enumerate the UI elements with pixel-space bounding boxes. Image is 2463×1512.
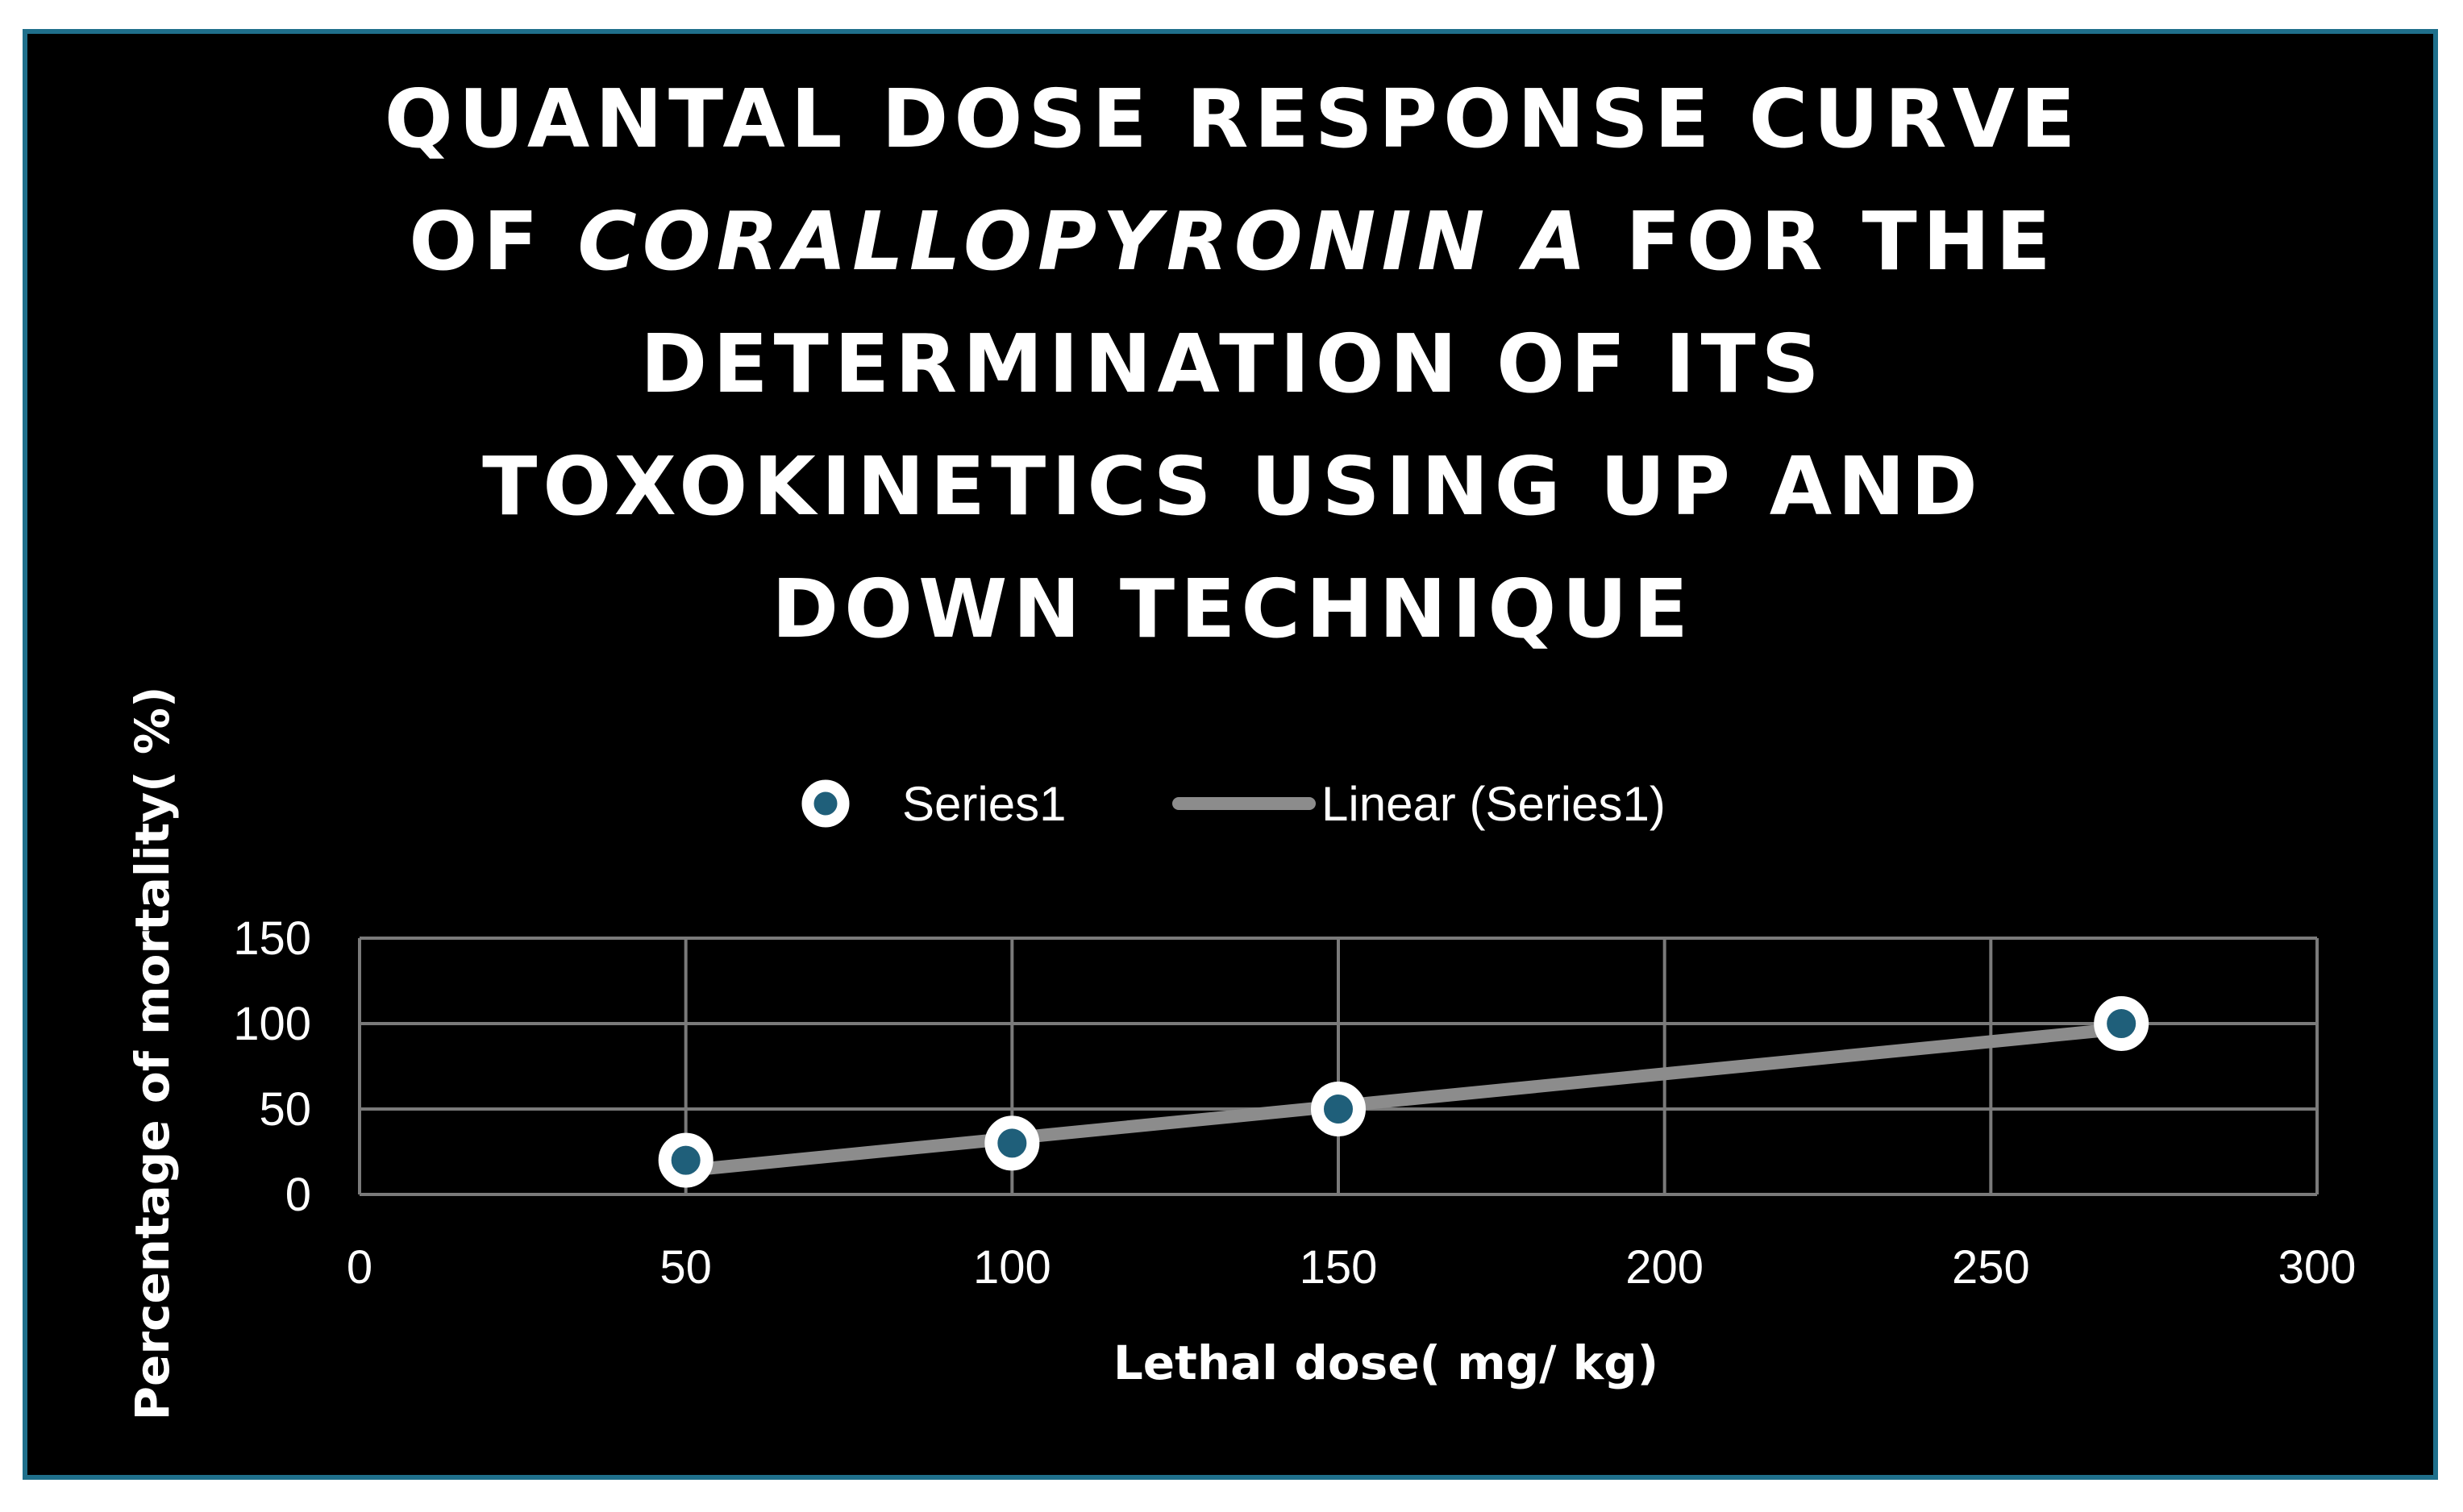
chart-frame: QUANTAL DOSE RESPONSE CURVE OF CORALLOPYR…: [23, 29, 2438, 1480]
title-line-5: DOWN TECHNIQUE: [772, 562, 1694, 656]
legend-item-trendline: Linear (Series1): [1172, 777, 1666, 831]
x-tick-label-150: 150: [1300, 1241, 1378, 1294]
title-line-1-segment-1: QUANTAL DOSE RESPONSE CURVE: [385, 72, 2082, 166]
trendline-path: [679, 1022, 2128, 1178]
y-axis-ticks: 0 50 100 150: [233, 912, 311, 1221]
data-point-1: [658, 1132, 714, 1188]
title-line-3-segment-1: DETERMINATION OF ITS: [640, 317, 1824, 411]
x-axis-title: Lethal dose( mg/ kg): [1113, 1335, 1658, 1390]
title-line-3: DETERMINATION OF ITS: [640, 317, 1824, 411]
x-axis-ticks: 0 50 100 150 200 250 300: [347, 1241, 2357, 1294]
x-tick-label-250: 250: [1952, 1241, 2030, 1294]
title-line-2: OF CORALLOPYRONIN A FOR THE: [409, 194, 2057, 289]
trendline: [679, 1022, 2128, 1178]
title-line-5-segment-1: DOWN TECHNIQUE: [772, 562, 1694, 656]
chart-svg: QUANTAL DOSE RESPONSE CURVE OF CORALLOPYR…: [125, 72, 2357, 1421]
y-tick-label-50: 50: [259, 1083, 311, 1136]
legend-series1-label: Series1: [902, 777, 1066, 831]
title-line-1: QUANTAL DOSE RESPONSE CURVE: [385, 72, 2082, 166]
data-point-4: [2094, 996, 2149, 1051]
grid: [358, 937, 2319, 1196]
x-tick-label-300: 300: [2278, 1241, 2357, 1294]
y-axis-title: Percentage of mortality( %): [125, 686, 180, 1420]
title-line-2-segment-3: FOR THE: [1592, 194, 2057, 289]
legend: Series1 Linear (Series1): [801, 777, 1666, 831]
y-tick-label-150: 150: [233, 912, 311, 965]
legend-item-series1: Series1: [801, 777, 1066, 831]
legend-trendline-label: Linear (Series1): [1321, 777, 1666, 831]
chart-title: QUANTAL DOSE RESPONSE CURVE OF CORALLOPYR…: [385, 72, 2082, 656]
x-tick-label-100: 100: [973, 1241, 1051, 1294]
x-tick-label-0: 0: [347, 1241, 372, 1294]
title-line-4-segment-1: TOXOKINETICS USING UP AND: [482, 439, 1983, 534]
data-point-2: [984, 1115, 1040, 1171]
title-line-2-segment-1: OF: [409, 194, 577, 289]
y-tick-label-100: 100: [233, 998, 311, 1050]
x-tick-label-50: 50: [659, 1241, 712, 1294]
y-tick-label-0: 0: [285, 1169, 311, 1221]
legend-series1-marker: [801, 779, 850, 828]
data-point-3: [1311, 1082, 1366, 1136]
data-points: [658, 996, 2149, 1188]
title-line-4: TOXOKINETICS USING UP AND: [482, 439, 1983, 534]
x-tick-label-200: 200: [1625, 1241, 1704, 1294]
title-line-2-segment-2: CORALLOPYRONIN A: [577, 194, 1591, 289]
